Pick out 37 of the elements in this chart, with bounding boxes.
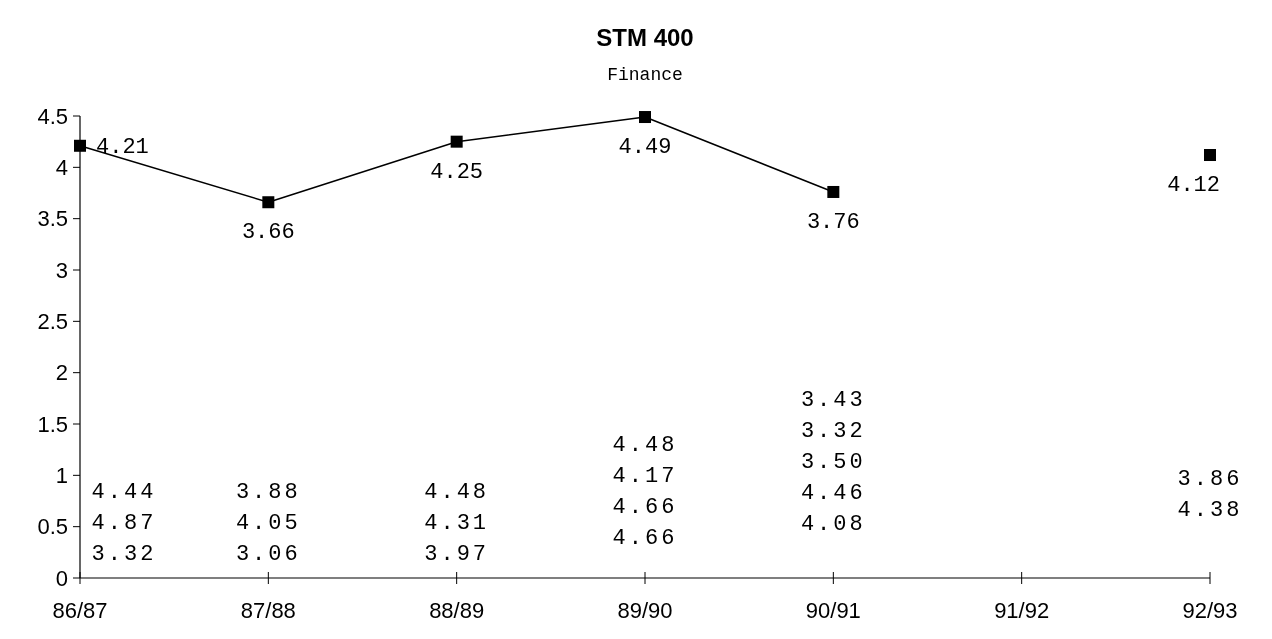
annotation: 3.86 4.38: [1177, 467, 1243, 523]
annotation: 3.88 4.05 3.06: [235, 480, 301, 567]
x-tick-label: 88/89: [429, 598, 485, 623]
annotation: 4.48 4.31 3.97: [424, 480, 490, 567]
point: [450, 135, 463, 148]
point: [262, 196, 275, 209]
annotation: 3.43 3.32 3.50 4.46 4.08: [800, 388, 866, 537]
point: [74, 139, 86, 152]
y-tick-label: 3.5: [37, 206, 68, 232]
point: [1204, 149, 1216, 162]
y-tick-label: 1: [55, 463, 68, 489]
data-label: 4.49: [618, 135, 672, 161]
data-label: 3.76: [806, 209, 860, 235]
data-label: 4.12: [1167, 173, 1220, 199]
data-label: 3.66: [241, 220, 295, 246]
y-tick-label: 2: [55, 360, 68, 386]
point: [639, 111, 651, 124]
x-tick-label: 87/88: [240, 598, 296, 623]
x-tick-label: 92/93: [1182, 598, 1238, 623]
point: [827, 185, 840, 198]
x-tick-label: 89/90: [617, 598, 673, 623]
y-tick-label: 0.5: [37, 514, 68, 540]
y-tick-label: 4.5: [37, 103, 68, 129]
x-tick-label: 90/91: [805, 598, 861, 623]
y-tick-label: 1.5: [37, 411, 68, 437]
annotation: 4.44 4.87 3.32: [91, 480, 157, 567]
chart-subtitle: Finance: [607, 65, 683, 85]
data-label: 4.25: [430, 159, 484, 185]
x-tick-label: 86/87: [52, 598, 108, 623]
y-tick-label: 3: [55, 257, 68, 283]
y-tick-label: 4: [55, 155, 68, 181]
y-tick-label: 2.5: [37, 309, 68, 335]
x-tick-label: 91/92: [994, 598, 1050, 623]
y-tick-label: 0: [55, 565, 68, 591]
chart-title: STM 400: [596, 24, 694, 51]
data-label: 4.21: [96, 134, 149, 160]
annotation: 4.48 4.17 4.66 4.66: [612, 433, 678, 551]
